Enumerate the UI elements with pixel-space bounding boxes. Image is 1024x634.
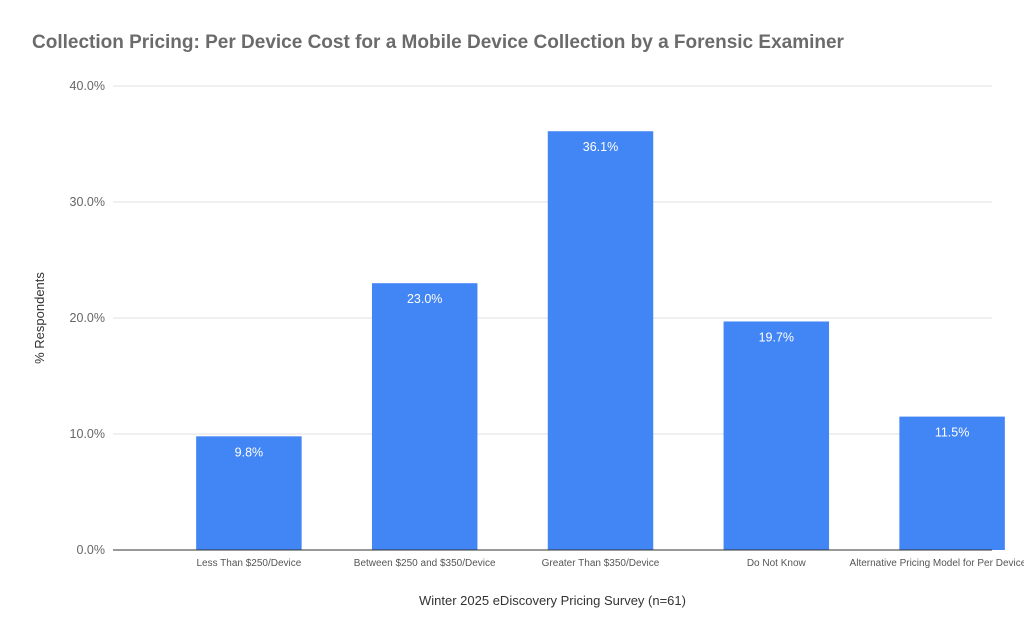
x-category-label: Alternative Pricing Model for Per Device… <box>850 558 1024 569</box>
y-axis-ticks: 0.0% 10.0% 20.0% 30.0% 40.0% <box>70 79 105 557</box>
x-category-label: Greater Than $350/Device <box>542 558 660 569</box>
x-axis-title: Winter 2025 eDiscovery Pricing Survey (n… <box>419 593 686 608</box>
bar <box>547 131 654 551</box>
y-tick-label: 10.0% <box>70 427 105 441</box>
data-labels: 9.8% 23.0% 36.1% 19.7% 11.5% <box>235 140 970 459</box>
x-category-label: Between $250 and $350/Device <box>354 558 496 569</box>
chart-title: Collection Pricing: Per Device Cost for … <box>32 32 844 53</box>
bar-data-label: 11.5% <box>935 426 970 440</box>
bar-data-label: 36.1% <box>583 140 618 154</box>
bars <box>196 131 1005 551</box>
x-category-label: Do Not Know <box>747 558 807 569</box>
bar-data-label: 23.0% <box>407 292 442 306</box>
bar <box>899 416 1005 550</box>
x-axis-categories: Less Than $250/Device Between $250 and $3… <box>196 558 1024 569</box>
y-tick-label: 30.0% <box>70 195 105 209</box>
bar <box>723 321 830 550</box>
bar-data-label: 19.7% <box>759 330 794 344</box>
y-tick-label: 0.0% <box>77 543 106 557</box>
y-tick-label: 40.0% <box>70 79 105 93</box>
x-category-label: Less Than $250/Device <box>196 558 301 569</box>
y-axis-title: % Respondents <box>32 272 47 364</box>
bar-data-label: 9.8% <box>235 445 264 459</box>
bar <box>196 436 302 550</box>
y-tick-label: 20.0% <box>70 311 105 325</box>
bar <box>371 283 478 550</box>
